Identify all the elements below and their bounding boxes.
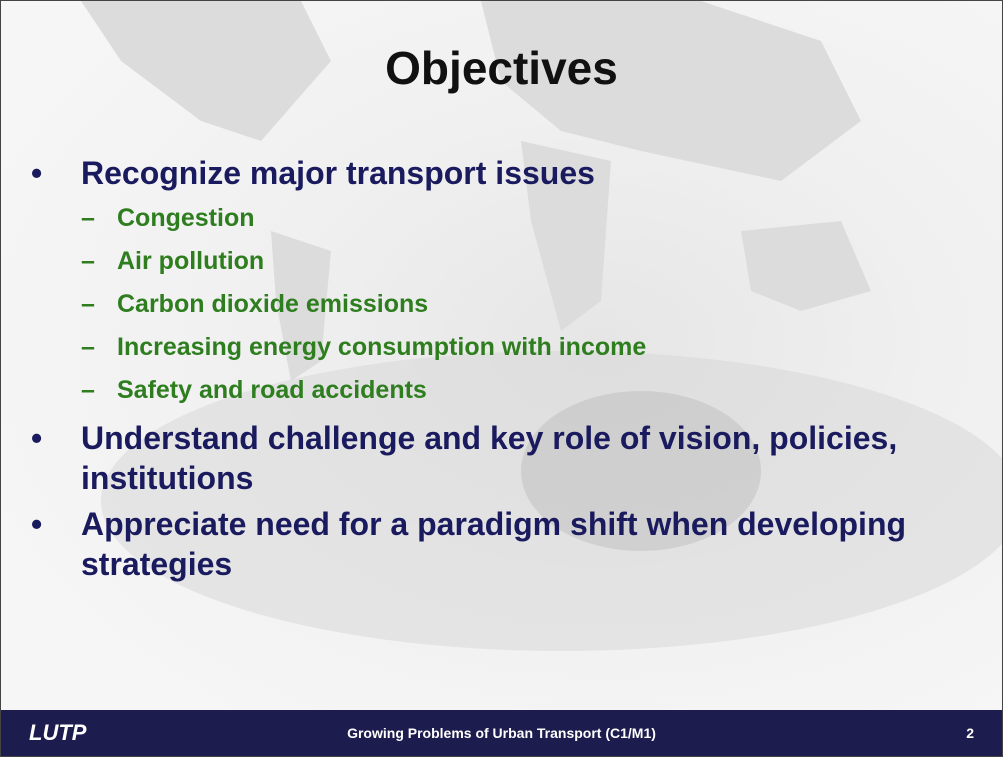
sub-bullet: Carbon dioxide emissions	[81, 283, 961, 326]
slide-title: Objectives	[1, 41, 1002, 95]
footer-caption: Growing Problems of Urban Transport (C1/…	[1, 725, 1002, 741]
page-number: 2	[966, 725, 974, 741]
sub-bullet: Congestion	[81, 197, 961, 240]
bullet: Understand challenge and key role of vis…	[31, 418, 961, 498]
slide: Objectives Recognize major transport iss…	[0, 0, 1003, 757]
sub-list: CongestionAir pollutionCarbon dioxide em…	[81, 197, 961, 412]
bullet-list: Recognize major transport issues Congesti…	[31, 153, 961, 590]
footer: LUTP Growing Problems of Urban Transport…	[1, 710, 1002, 756]
bullet-text: Recognize major transport issues	[81, 155, 595, 191]
sub-bullet: Increasing energy consumption with incom…	[81, 326, 961, 369]
sub-bullet: Safety and road accidents	[81, 369, 961, 412]
bullet-text: Understand challenge and key role of vis…	[81, 420, 897, 496]
bullet-text: Appreciate need for a paradigm shift whe…	[81, 506, 906, 582]
bullet: Recognize major transport issues Congesti…	[31, 153, 961, 412]
bullet: Appreciate need for a paradigm shift whe…	[31, 504, 961, 584]
sub-bullet: Air pollution	[81, 240, 961, 283]
